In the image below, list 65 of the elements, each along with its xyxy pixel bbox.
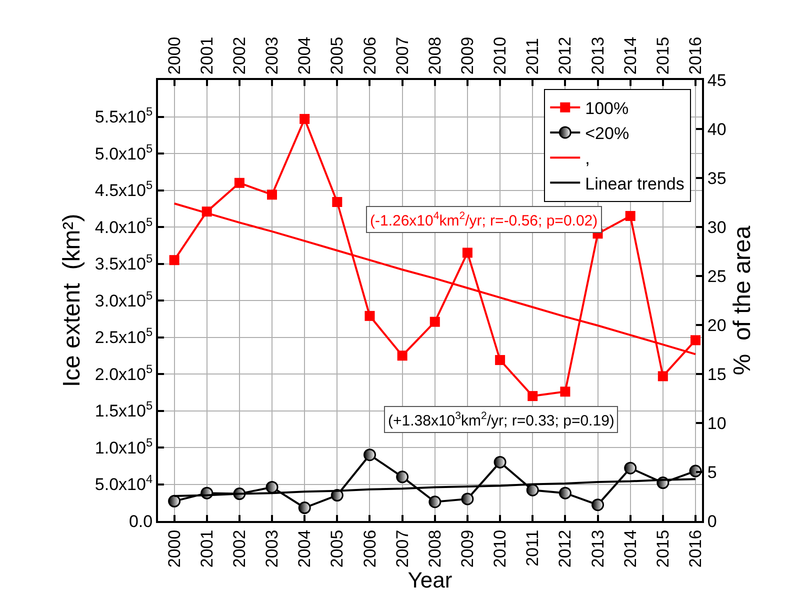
y-tick-label: 1.0x10$^{5}$ <box>94 435 153 458</box>
x-tick-label: 2008 <box>425 36 444 75</box>
y2-tick-label: 45 <box>707 70 726 90</box>
x2-tick-label: 2013 <box>588 530 608 568</box>
y2-tick-label: 40 <box>707 120 726 139</box>
x2-tick-label: 2004 <box>295 530 314 568</box>
x-tick-label: 2016 <box>686 36 706 75</box>
x2-tick-label: 2012 <box>556 530 575 568</box>
y-tick-label: 3.0x10$^{5}$ <box>94 288 153 310</box>
y-tick-label: 4.5x10$^{5}$ <box>94 178 153 200</box>
legend-label: 100% <box>585 99 629 118</box>
x2-tick-label: 2009 <box>458 530 477 568</box>
x-tick-label: 2001 <box>197 36 216 75</box>
x-tick-label: 2003 <box>262 36 282 75</box>
annotation: (+1.38x10$^{3}$km$^{2}$/yr; r=0.33; p=0.19) <box>388 410 614 430</box>
y-tick-label: 5.0x10$^{5}$ <box>94 141 153 164</box>
x2-tick-label: 2002 <box>230 530 249 568</box>
x-tick-label: 2002 <box>230 36 249 75</box>
y2-tick-label: 20 <box>707 316 726 335</box>
x-tick-label: 2005 <box>328 36 347 75</box>
x-tick-label: 2004 <box>295 36 314 75</box>
legend-label: , <box>585 149 590 168</box>
y-tick-label: 4.0x10$^{5}$ <box>94 214 153 237</box>
x2-tick-label: 2014 <box>620 530 640 568</box>
y-tick-label: 2.0x10$^{5}$ <box>94 362 153 384</box>
x-tick-label: 2006 <box>360 36 380 75</box>
x2-tick-label: 2005 <box>328 530 347 568</box>
x2-tick-label: 2007 <box>392 530 412 568</box>
y-tick-label: 5.5x10$^{5}$ <box>94 104 153 127</box>
x2-tick-label: 2000 <box>164 530 184 568</box>
x-tick-label: 2011 <box>523 38 542 75</box>
x-tick-label: 2000 <box>164 36 184 75</box>
y2-tick-label: 30 <box>707 218 726 237</box>
x-tick-label: 2007 <box>392 36 412 75</box>
x-tick-label: 2010 <box>490 36 510 75</box>
x-tick-label: 2009 <box>458 36 477 75</box>
y2-tick-label: 10 <box>707 414 726 433</box>
y-tick-label: 1.5x10$^{5}$ <box>94 398 153 421</box>
legend-label: <20% <box>585 124 630 144</box>
x-tick-label: 2013 <box>588 36 608 75</box>
y-tick-label: 3.5x10$^{5}$ <box>94 252 153 274</box>
x-tick-label: 2014 <box>620 36 640 75</box>
x-axis-title: Year <box>408 568 452 593</box>
y2-tick-label: 25 <box>707 266 726 286</box>
x-tick-label: 2012 <box>556 36 575 75</box>
y-tick-label: 5.0x10$^{4}$ <box>94 472 153 494</box>
x2-tick-label: 2010 <box>490 530 510 568</box>
x2-tick-label: 2015 <box>653 530 672 568</box>
y-axis-title: Ice extent (km²) <box>58 214 86 388</box>
x2-tick-label: 2008 <box>425 530 444 568</box>
y2-tick-label: 35 <box>707 168 726 188</box>
annotation: (-1.26x10$^{4}$km$^{2}$/yr; r=-0.56; p=0.02) <box>370 210 598 230</box>
x2-tick-label: 2003 <box>262 530 282 568</box>
legend-label: Linear trends <box>585 174 684 194</box>
x2-tick-label: 2011 <box>523 530 542 566</box>
x2-tick-label: 2016 <box>686 530 706 568</box>
y-tick-label: 0.0 <box>128 512 153 531</box>
x-tick-label: 2015 <box>653 36 672 75</box>
y2-tick-label: 15 <box>707 364 726 384</box>
y-tick-label: 2.5x10$^{5}$ <box>94 325 153 348</box>
y2-axis-title: % of the area <box>729 225 756 376</box>
y2-tick-label: 5 <box>707 462 717 482</box>
x2-tick-label: 2006 <box>360 530 380 568</box>
y2-tick-label: 0 <box>707 512 717 531</box>
x2-tick-label: 2001 <box>197 530 216 568</box>
